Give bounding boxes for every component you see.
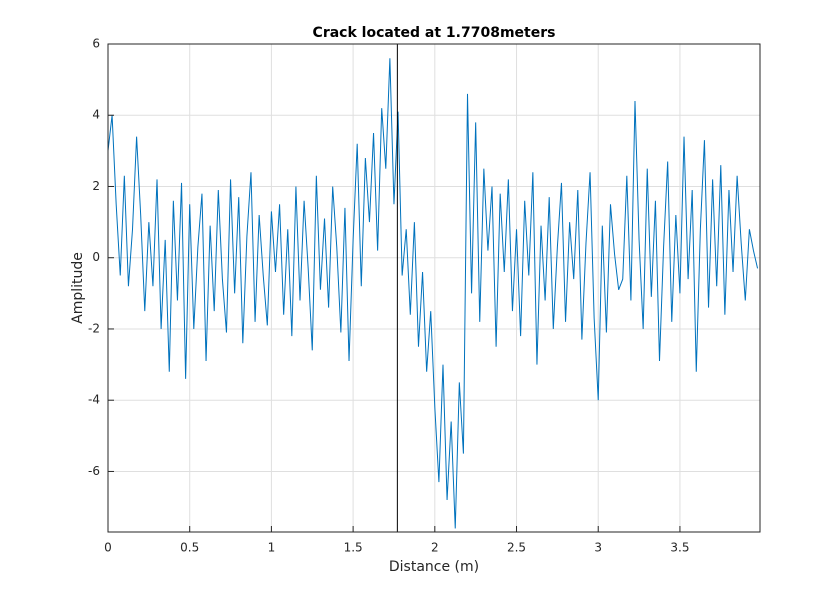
x-tick-label: 1.5: [344, 541, 363, 555]
y-tick-label: 4: [92, 108, 100, 122]
chart-title: Crack located at 1.7708meters: [313, 25, 556, 41]
y-tick-label: -2: [88, 321, 100, 335]
grid-layer: [107, 43, 760, 532]
tick-layer: 0 0.5 1 1.5 2 2.5 3 3.5 -6 -4 -2 0 2 4 6: [88, 37, 689, 555]
y-tick-label: -4: [88, 393, 100, 407]
signal-line: [107, 58, 759, 529]
y-tick-label: 2: [92, 179, 100, 193]
y-tick-label: -6: [88, 464, 100, 478]
x-tick-label: 3.5: [670, 541, 689, 555]
x-tick-label: 3: [594, 541, 602, 555]
plot-layer: [107, 44, 759, 532]
x-tick-label: 0: [104, 541, 112, 555]
x-tick-label: 2: [431, 541, 439, 555]
y-tick-label: 6: [92, 37, 100, 51]
axes-box: [107, 43, 761, 533]
y-tick-label: 0: [92, 250, 100, 264]
y-axis-label: Amplitude: [70, 252, 86, 324]
x-axis-label: Distance (m): [389, 559, 479, 575]
x-tick-label: 2.5: [507, 541, 526, 555]
x-tick-label: 1: [268, 541, 276, 555]
x-tick-label: 0.5: [180, 541, 199, 555]
